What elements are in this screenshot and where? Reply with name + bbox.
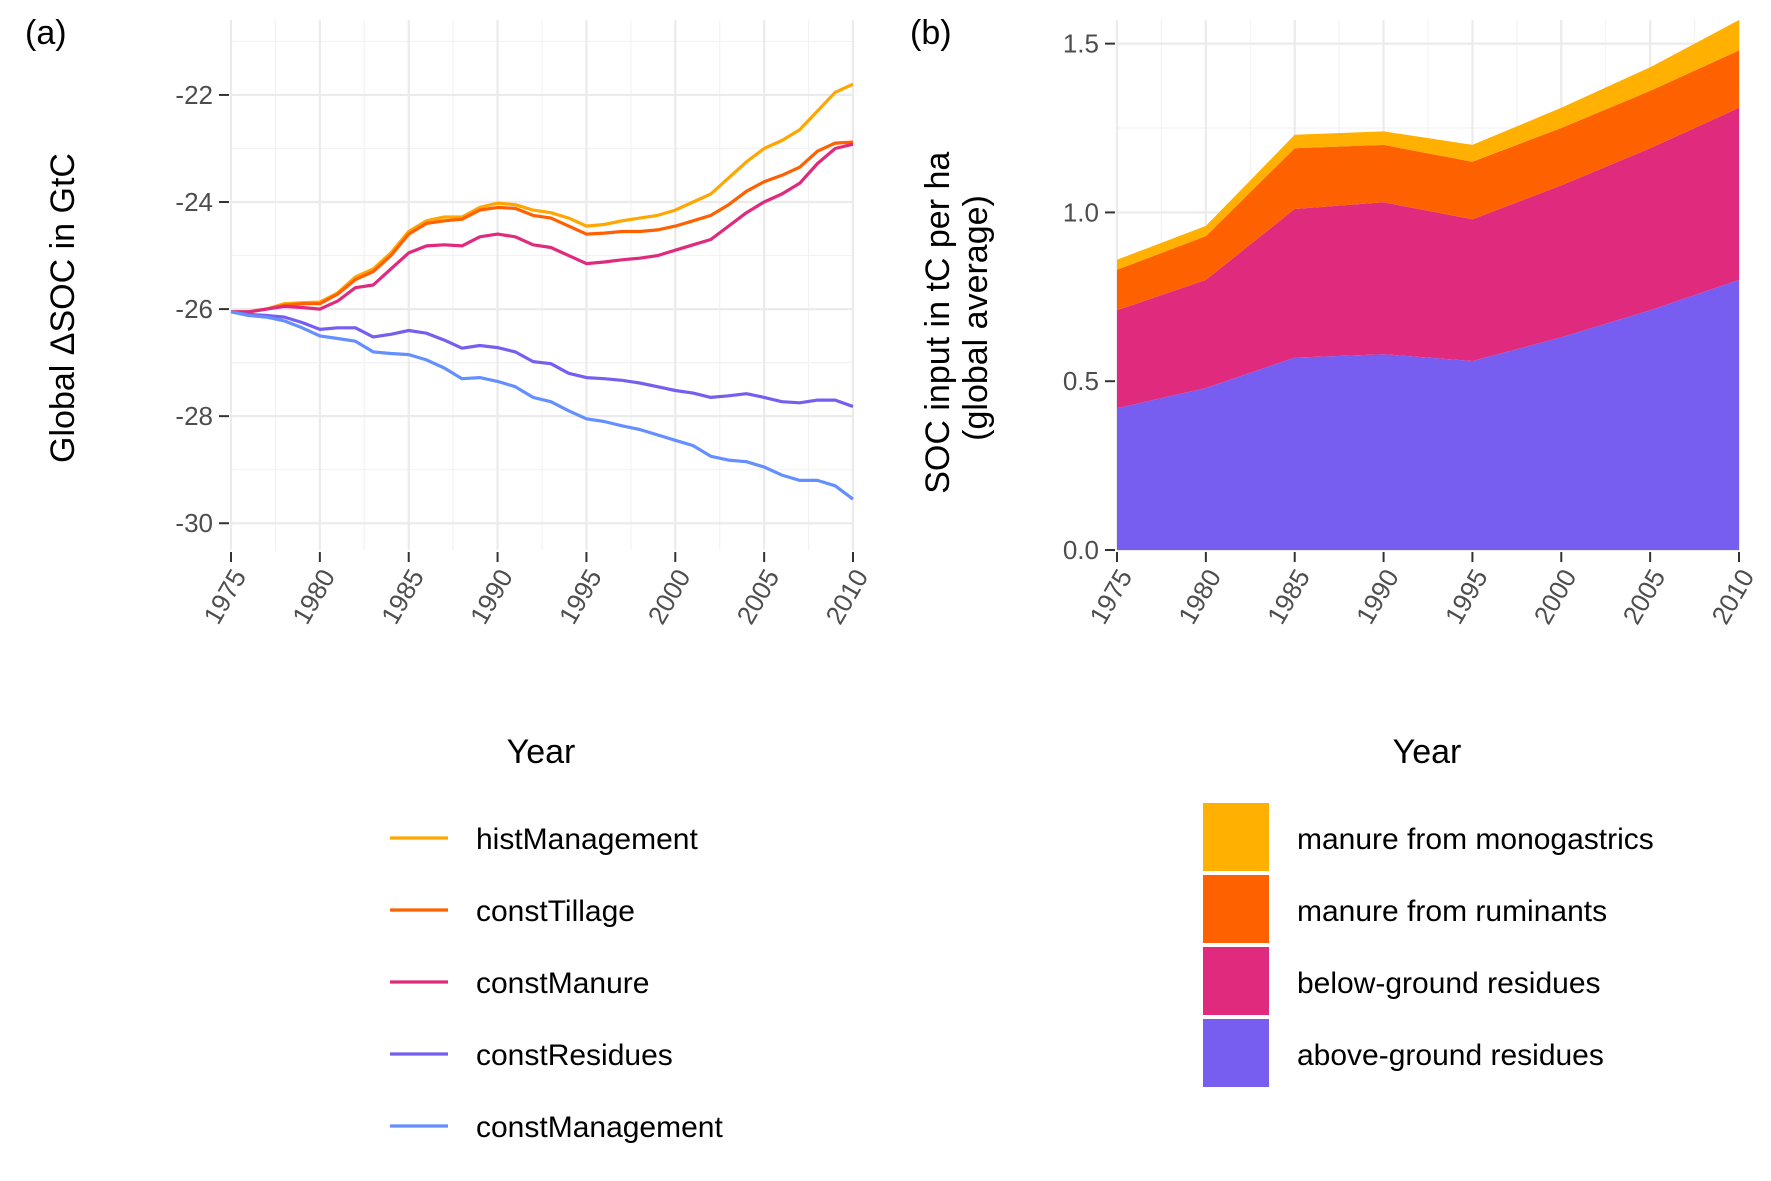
panel-b-stacked-areas bbox=[1117, 20, 1739, 550]
y-tick-label: -30 bbox=[175, 508, 213, 538]
y-tick-label: 1.0 bbox=[1063, 197, 1099, 227]
x-tick-label: 1975 bbox=[197, 564, 252, 629]
legend-label-histManagement: histManagement bbox=[476, 823, 698, 856]
area-above-ground-residues bbox=[1117, 279, 1739, 550]
x-tick-label: 2010 bbox=[1705, 564, 1760, 629]
series-line-constTillage bbox=[231, 140, 854, 314]
x-tick-label: 2005 bbox=[1616, 564, 1671, 629]
y-tick-label: 1.5 bbox=[1063, 29, 1099, 59]
y-tick-label: -28 bbox=[175, 401, 213, 431]
legend-key-below-ground-residues bbox=[1203, 947, 1269, 1015]
y-tick-label: -24 bbox=[175, 187, 213, 217]
legend-label-below-ground-residues: below-ground residues bbox=[1297, 967, 1601, 1000]
x-tick-label: 1995 bbox=[1439, 564, 1494, 629]
y-tick-label: 0.0 bbox=[1063, 535, 1099, 565]
panel-b-y-axis-title-line-1: SOC input in tC per ha bbox=[919, 152, 957, 494]
panel-b-x-axis-title: Year bbox=[1393, 733, 1462, 771]
x-tick-label: 1985 bbox=[1261, 564, 1316, 629]
x-tick-label: 1980 bbox=[1172, 564, 1227, 629]
panel-a-y-axis-title: Global ΔSOC in GtC bbox=[44, 153, 82, 463]
x-tick-label: 1975 bbox=[1083, 564, 1138, 629]
area-below-ground-residues bbox=[1117, 107, 1739, 409]
panel-a-x-axis: 1975 1980 1985 1990 1995 2000 2005 2010 bbox=[197, 552, 874, 629]
panel-a: (a) 1975 1980 1985 1990 1995 2000 2005 2010 -22… bbox=[25, 14, 874, 1144]
x-tick-label: 1985 bbox=[375, 564, 430, 629]
y-tick-label: 0.5 bbox=[1063, 366, 1099, 396]
y-tick-label: -22 bbox=[175, 80, 213, 110]
legend-key-manure-from-monogastrics bbox=[1203, 803, 1269, 871]
panel-b-x-axis: 1975 1980 1985 1990 1995 2000 2005 2010 bbox=[1083, 552, 1760, 629]
series-line-constResidues bbox=[230, 310, 854, 409]
panel-a-x-axis-title: Year bbox=[507, 733, 576, 771]
legend-label-manure-from-ruminants: manure from ruminants bbox=[1297, 895, 1607, 928]
area-manure-from-ruminants bbox=[1117, 50, 1739, 311]
x-tick-label: 1990 bbox=[464, 564, 519, 629]
x-tick-label: 1995 bbox=[553, 564, 608, 629]
series-line-constManagement bbox=[230, 310, 854, 501]
legend-key-above-ground-residues bbox=[1203, 1019, 1269, 1087]
legend-key-manure-from-ruminants bbox=[1203, 875, 1269, 943]
panel-b-y-axis-title: SOC input in tC per ha (global average) bbox=[919, 142, 995, 494]
legend-label-above-ground-residues: above-ground residues bbox=[1297, 1039, 1604, 1072]
x-tick-label: 1980 bbox=[286, 564, 341, 629]
x-tick-label: 1990 bbox=[1350, 564, 1405, 629]
x-tick-label: 2005 bbox=[730, 564, 785, 629]
panel-b: (b) 1975 1980 1985 1990 1995 2000 2005 2010 0.0… bbox=[910, 14, 1760, 1087]
panel-b-y-axis: 0.0 0.5 1.0 1.5 bbox=[1063, 29, 1115, 565]
legend-label-constManagement: constManagement bbox=[476, 1111, 723, 1144]
y-tick-label: -26 bbox=[175, 294, 213, 324]
panel-a-legend: histManagement constTillage constManure con… bbox=[390, 823, 723, 1144]
area-manure-from-monogastrics bbox=[1117, 20, 1739, 270]
panel-b-y-axis-title-line-2: (global average) bbox=[957, 195, 995, 441]
panel-a-tag: (a) bbox=[25, 14, 67, 52]
legend-label-constResidues: constResidues bbox=[476, 1039, 673, 1072]
x-tick-label: 2000 bbox=[642, 564, 697, 629]
panel-b-tag: (b) bbox=[910, 14, 952, 52]
legend-label-constManure: constManure bbox=[476, 967, 649, 1000]
x-tick-label: 2000 bbox=[1528, 564, 1583, 629]
x-tick-label: 2010 bbox=[819, 564, 874, 629]
panel-a-series-lines bbox=[230, 82, 854, 501]
panel-b-legend: manure from monogastrics manure from rumi… bbox=[1203, 803, 1654, 1087]
panel-a-y-axis: -22 -24 -26 -28 -30 bbox=[175, 80, 229, 538]
legend-label-constTillage: constTillage bbox=[476, 895, 635, 928]
series-line-constManure bbox=[231, 142, 854, 314]
legend-label-manure-from-monogastrics: manure from monogastrics bbox=[1297, 823, 1654, 856]
panel-a-gridlines bbox=[229, 20, 855, 550]
